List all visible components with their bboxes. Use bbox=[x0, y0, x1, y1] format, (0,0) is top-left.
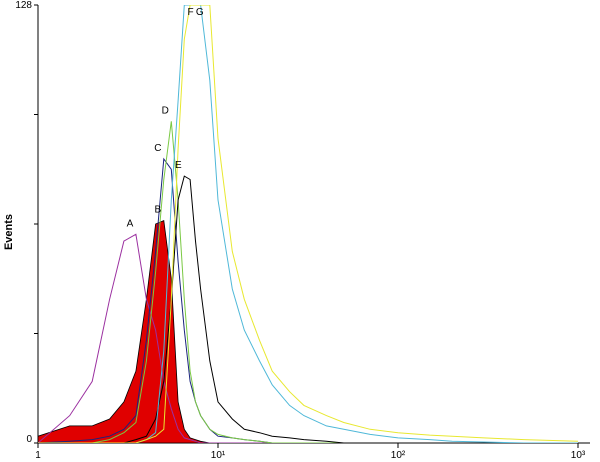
series-line bbox=[38, 175, 578, 443]
series-label: D bbox=[162, 105, 169, 116]
series-label: G bbox=[196, 7, 204, 18]
series-line bbox=[38, 121, 578, 443]
y-tick-label: 0 bbox=[26, 434, 32, 445]
series-line bbox=[38, 5, 578, 443]
series-line bbox=[38, 5, 579, 443]
series-label: C bbox=[154, 143, 161, 154]
series-label: A bbox=[127, 218, 134, 229]
y-axis-label: Events bbox=[3, 214, 15, 250]
series-label: E bbox=[175, 160, 182, 171]
series-area bbox=[38, 220, 578, 443]
x-tick-label: 10³ bbox=[571, 450, 586, 461]
series-label: B bbox=[154, 205, 161, 216]
x-tick-label: 1 bbox=[35, 450, 41, 461]
plot-area bbox=[38, 5, 579, 443]
series-line bbox=[38, 157, 578, 443]
series-line bbox=[38, 233, 578, 443]
y-tick-label: 128 bbox=[15, 0, 32, 11]
x-tick-label: 10² bbox=[391, 450, 406, 461]
x-tick-label: 10¹ bbox=[211, 450, 226, 461]
series-label: F bbox=[187, 7, 193, 18]
